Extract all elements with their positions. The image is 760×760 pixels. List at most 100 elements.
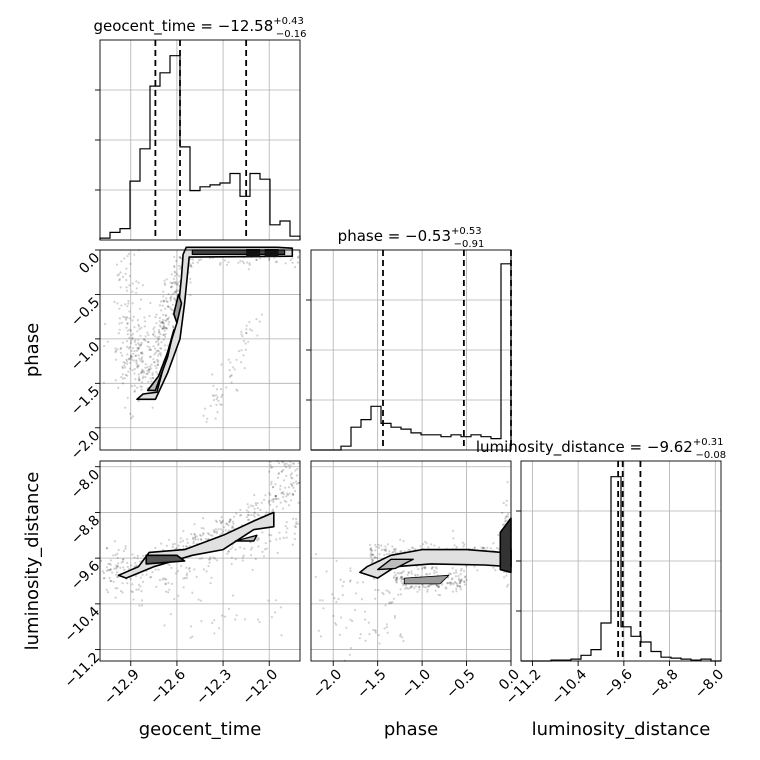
sample-point [157, 338, 160, 341]
sample-point [202, 532, 205, 535]
sample-point [128, 336, 131, 339]
sample-point [384, 549, 387, 553]
sample-point [246, 503, 249, 506]
sample-point [166, 318, 170, 321]
sample-point [407, 587, 410, 590]
sample-point [251, 505, 254, 508]
sample-point [254, 502, 257, 505]
sample-point [228, 519, 231, 522]
sample-point [216, 411, 219, 414]
sample-point [276, 551, 279, 555]
sample-point [175, 273, 179, 276]
sample-point [166, 305, 170, 308]
sample-point [173, 291, 176, 294]
sample-point [156, 339, 159, 343]
sample-point [197, 538, 200, 541]
sample-point [219, 403, 222, 406]
sample-point [455, 590, 458, 593]
sample-point [109, 563, 112, 566]
sample-point [163, 329, 166, 332]
sample-point [158, 316, 161, 320]
sample-point [230, 562, 233, 566]
sample-point [204, 538, 207, 541]
sample-point [213, 531, 216, 534]
sample-point [339, 578, 342, 581]
sample-point [192, 537, 195, 541]
sample-point [349, 580, 352, 583]
sample-point [245, 331, 248, 334]
sample-point [297, 256, 300, 259]
sample-point [160, 542, 163, 545]
sample-point [147, 369, 150, 372]
sample-point [399, 577, 402, 580]
sample-point [386, 543, 390, 546]
sample-point [295, 518, 298, 521]
sample-point [272, 485, 275, 489]
sample-point [175, 546, 178, 550]
frame-luminosity_distance [520, 460, 722, 662]
sample-point [120, 590, 123, 593]
sample-point [272, 508, 275, 511]
sample-point [166, 305, 170, 308]
sample-point [288, 466, 291, 470]
sample-point [241, 556, 244, 559]
sample-point [240, 361, 243, 364]
sample-point [274, 494, 277, 497]
sample-point [322, 607, 325, 610]
sample-point [235, 388, 238, 391]
sample-point [154, 568, 157, 571]
sample-point [227, 358, 230, 361]
sample-point [459, 582, 462, 585]
sample-point [407, 571, 410, 574]
sample-point [402, 584, 405, 587]
sample-point [430, 566, 434, 570]
sample-point [460, 578, 463, 581]
sample-point [140, 385, 143, 388]
sample-point [146, 369, 149, 372]
x-axis-label-phase: phase [384, 719, 438, 740]
sample-point [130, 334, 133, 337]
sample-point [213, 619, 216, 622]
title-prefix: geocent_time = −12.58 [93, 17, 273, 36]
sample-point [126, 582, 129, 585]
sample-point [237, 350, 240, 353]
sample-point [285, 500, 288, 503]
sample-point [289, 499, 293, 502]
sample-point [374, 549, 377, 552]
sample-point [388, 591, 391, 595]
sample-point [167, 316, 170, 319]
ytick-label-phase: −1.0 [68, 339, 103, 374]
sample-point [369, 548, 372, 551]
sample-point [131, 332, 135, 335]
sample-point [152, 328, 155, 331]
sample-point [156, 361, 159, 364]
sample-point [460, 579, 463, 582]
sample-point [249, 504, 253, 507]
sample-point [385, 589, 388, 592]
sample-point [135, 280, 138, 283]
sample-point [433, 569, 436, 572]
sample-point [195, 575, 198, 579]
sample-point [102, 571, 105, 575]
sample-point [144, 320, 147, 323]
sample-point [147, 340, 150, 344]
sample-point [149, 365, 152, 368]
sample-point [373, 556, 377, 559]
sample-point [106, 340, 109, 343]
sample-point [244, 618, 247, 621]
sample-point [138, 307, 142, 310]
sample-point [219, 522, 223, 525]
sample-point [143, 338, 146, 341]
sample-point [139, 576, 142, 579]
sample-point [163, 299, 166, 302]
sample-point [297, 522, 300, 525]
sample-point [124, 406, 127, 409]
sample-point [235, 512, 238, 515]
contour-side [403, 574, 450, 585]
sample-point [102, 381, 105, 384]
sample-point [140, 352, 143, 355]
sample-point [189, 625, 192, 628]
sample-point [394, 547, 397, 551]
sample-point [142, 375, 145, 378]
sample-point [165, 544, 168, 547]
